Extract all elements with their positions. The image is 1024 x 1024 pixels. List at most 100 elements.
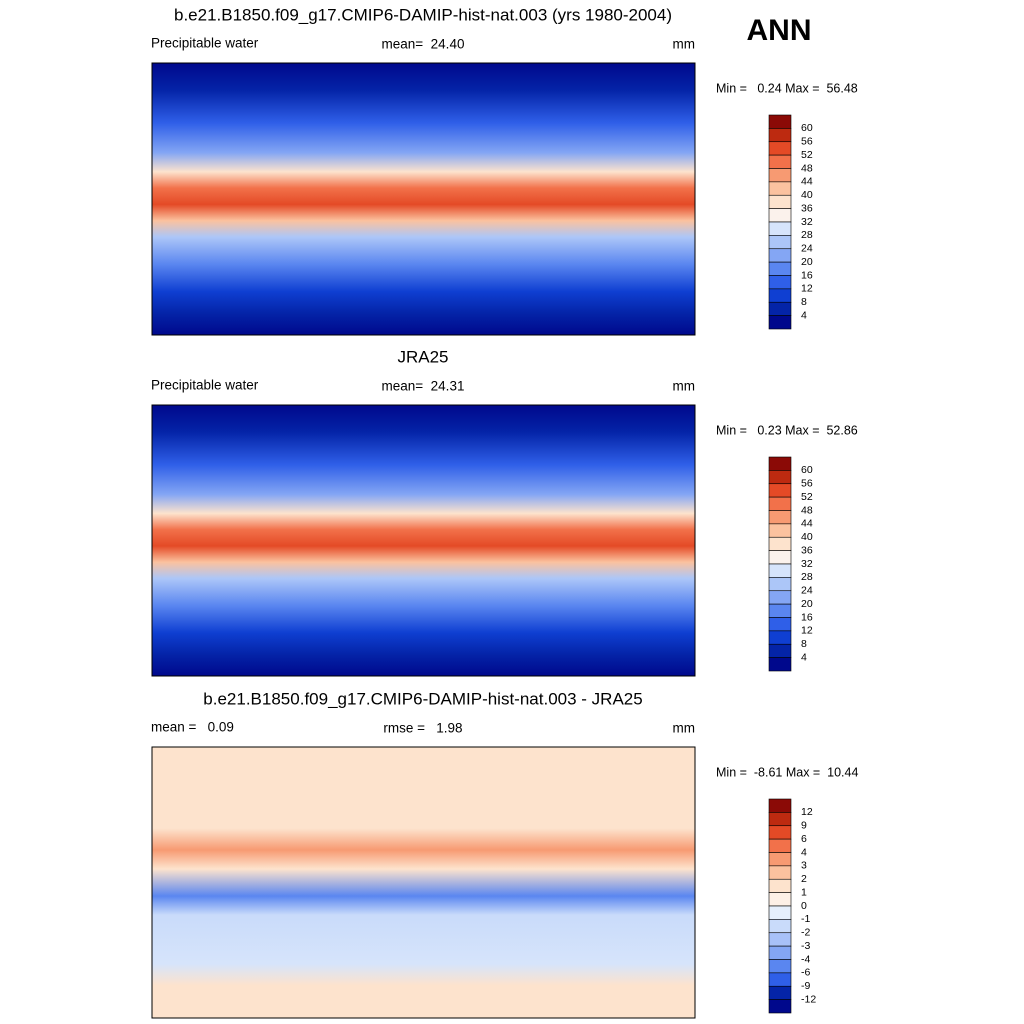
colorbar-box xyxy=(768,630,792,645)
colorbar-label: 3 xyxy=(801,860,807,872)
colorbar-box xyxy=(768,798,792,813)
colorbar-box xyxy=(768,590,792,605)
colorbar-box xyxy=(768,221,792,236)
colorbar-box xyxy=(768,603,792,618)
colorbar-box xyxy=(768,550,792,565)
units-label: mm xyxy=(673,37,696,52)
colorbar-label: 2 xyxy=(801,873,807,885)
colorbar-box xyxy=(768,536,792,551)
colorbar-label: -1 xyxy=(801,913,810,925)
map xyxy=(151,404,696,677)
colorbar-label: 44 xyxy=(801,518,813,530)
colorbar-label: 12 xyxy=(801,283,813,295)
colorbar-box xyxy=(768,275,792,290)
left-label: Precipitable water xyxy=(151,36,259,51)
min-max: Min = -8.61 Max = 10.44 xyxy=(716,765,858,779)
colorbar-label: 52 xyxy=(801,491,813,503)
map xyxy=(151,746,696,1019)
colorbar-label: -9 xyxy=(801,980,810,992)
colorbar-box xyxy=(768,643,792,658)
season-label: ANN xyxy=(747,14,812,47)
colorbar-label: 48 xyxy=(801,504,813,516)
colorbar-box xyxy=(768,812,792,827)
colorbar-box xyxy=(768,154,792,169)
colorbar-box xyxy=(768,141,792,156)
center-label: mean= 24.40 xyxy=(382,37,465,52)
panel-title: JRA25 xyxy=(397,347,448,366)
colorbar-label: 4 xyxy=(801,651,807,663)
colorbar-label: 8 xyxy=(801,638,807,650)
colorbar-label: -12 xyxy=(801,993,816,1005)
colorbar-label: 36 xyxy=(801,202,813,214)
colorbar-box xyxy=(768,248,792,263)
colorbar-box xyxy=(768,510,792,525)
colorbar-box xyxy=(768,985,792,1000)
colorbar-box xyxy=(768,999,792,1014)
map xyxy=(151,62,696,336)
colorbar-box xyxy=(768,959,792,974)
center-label: mean= 24.31 xyxy=(382,379,465,394)
colorbar-label: -3 xyxy=(801,940,810,952)
panel-title: b.e21.B1850.f09_g17.CMIP6-DAMIP-hist-nat… xyxy=(203,689,642,708)
colorbar-box xyxy=(768,483,792,498)
colorbar-label: -4 xyxy=(801,953,810,965)
colorbar-box xyxy=(768,208,792,223)
colorbar-box xyxy=(768,657,792,672)
panel-title: b.e21.B1850.f09_g17.CMIP6-DAMIP-hist-nat… xyxy=(174,5,672,24)
colorbar-label: 32 xyxy=(801,558,813,570)
colorbar-box xyxy=(768,496,792,511)
colorbar-label: 4 xyxy=(801,309,807,321)
colorbar-box xyxy=(768,838,792,853)
colorbar-box xyxy=(768,301,792,316)
colorbar-label: 36 xyxy=(801,544,813,556)
colorbar-box xyxy=(768,235,792,250)
colorbar-box xyxy=(768,945,792,960)
colorbar-box xyxy=(768,523,792,538)
colorbar-box xyxy=(768,972,792,987)
center-label: rmse = 1.98 xyxy=(383,721,462,736)
colorbar-label: 16 xyxy=(801,269,813,281)
colorbar-box xyxy=(768,878,792,893)
colorbar-label: 28 xyxy=(801,229,813,241)
colorbar-label: 52 xyxy=(801,149,813,161)
colorbar-label: 6 xyxy=(801,833,807,845)
colorbar-box xyxy=(768,168,792,183)
colorbar-box xyxy=(768,315,792,330)
colorbar-box xyxy=(768,932,792,947)
colorbar-label: 0 xyxy=(801,900,807,912)
colorbar-label: 1 xyxy=(801,886,807,898)
min-max: Min = 0.24 Max = 56.48 xyxy=(716,81,858,95)
colorbar-label: 60 xyxy=(801,122,813,134)
colorbar-label: 40 xyxy=(801,189,813,201)
units-label: mm xyxy=(673,379,696,394)
colorbar-box xyxy=(768,852,792,867)
colorbar-label: 32 xyxy=(801,216,813,228)
colorbar-label: 4 xyxy=(801,846,807,858)
colorbar-label: 12 xyxy=(801,625,813,637)
colorbar-box xyxy=(768,617,792,632)
colorbar-label: 20 xyxy=(801,598,813,610)
colorbar-box xyxy=(768,825,792,840)
colorbar-label: 24 xyxy=(801,243,813,255)
colorbar-label: 48 xyxy=(801,162,813,174)
colorbar-box xyxy=(768,919,792,934)
left-label: mean = 0.09 xyxy=(151,720,234,735)
colorbar-box xyxy=(768,563,792,578)
colorbar-box xyxy=(768,114,792,129)
colorbar-label: -2 xyxy=(801,927,810,939)
colorbar-label: 28 xyxy=(801,571,813,583)
colorbar-box xyxy=(768,892,792,907)
colorbar-label: 20 xyxy=(801,256,813,268)
colorbar-label: 9 xyxy=(801,820,807,832)
colorbar-box xyxy=(768,577,792,592)
colorbar-label: 56 xyxy=(801,478,813,490)
colorbar-label: 24 xyxy=(801,585,813,597)
colorbar-box xyxy=(768,470,792,485)
colorbar-box xyxy=(768,261,792,276)
colorbar-box xyxy=(768,456,792,471)
colorbar-label: 12 xyxy=(801,806,813,818)
colorbar-label: 8 xyxy=(801,296,807,308)
units-label: mm xyxy=(673,721,696,736)
colorbar-label: 56 xyxy=(801,136,813,148)
